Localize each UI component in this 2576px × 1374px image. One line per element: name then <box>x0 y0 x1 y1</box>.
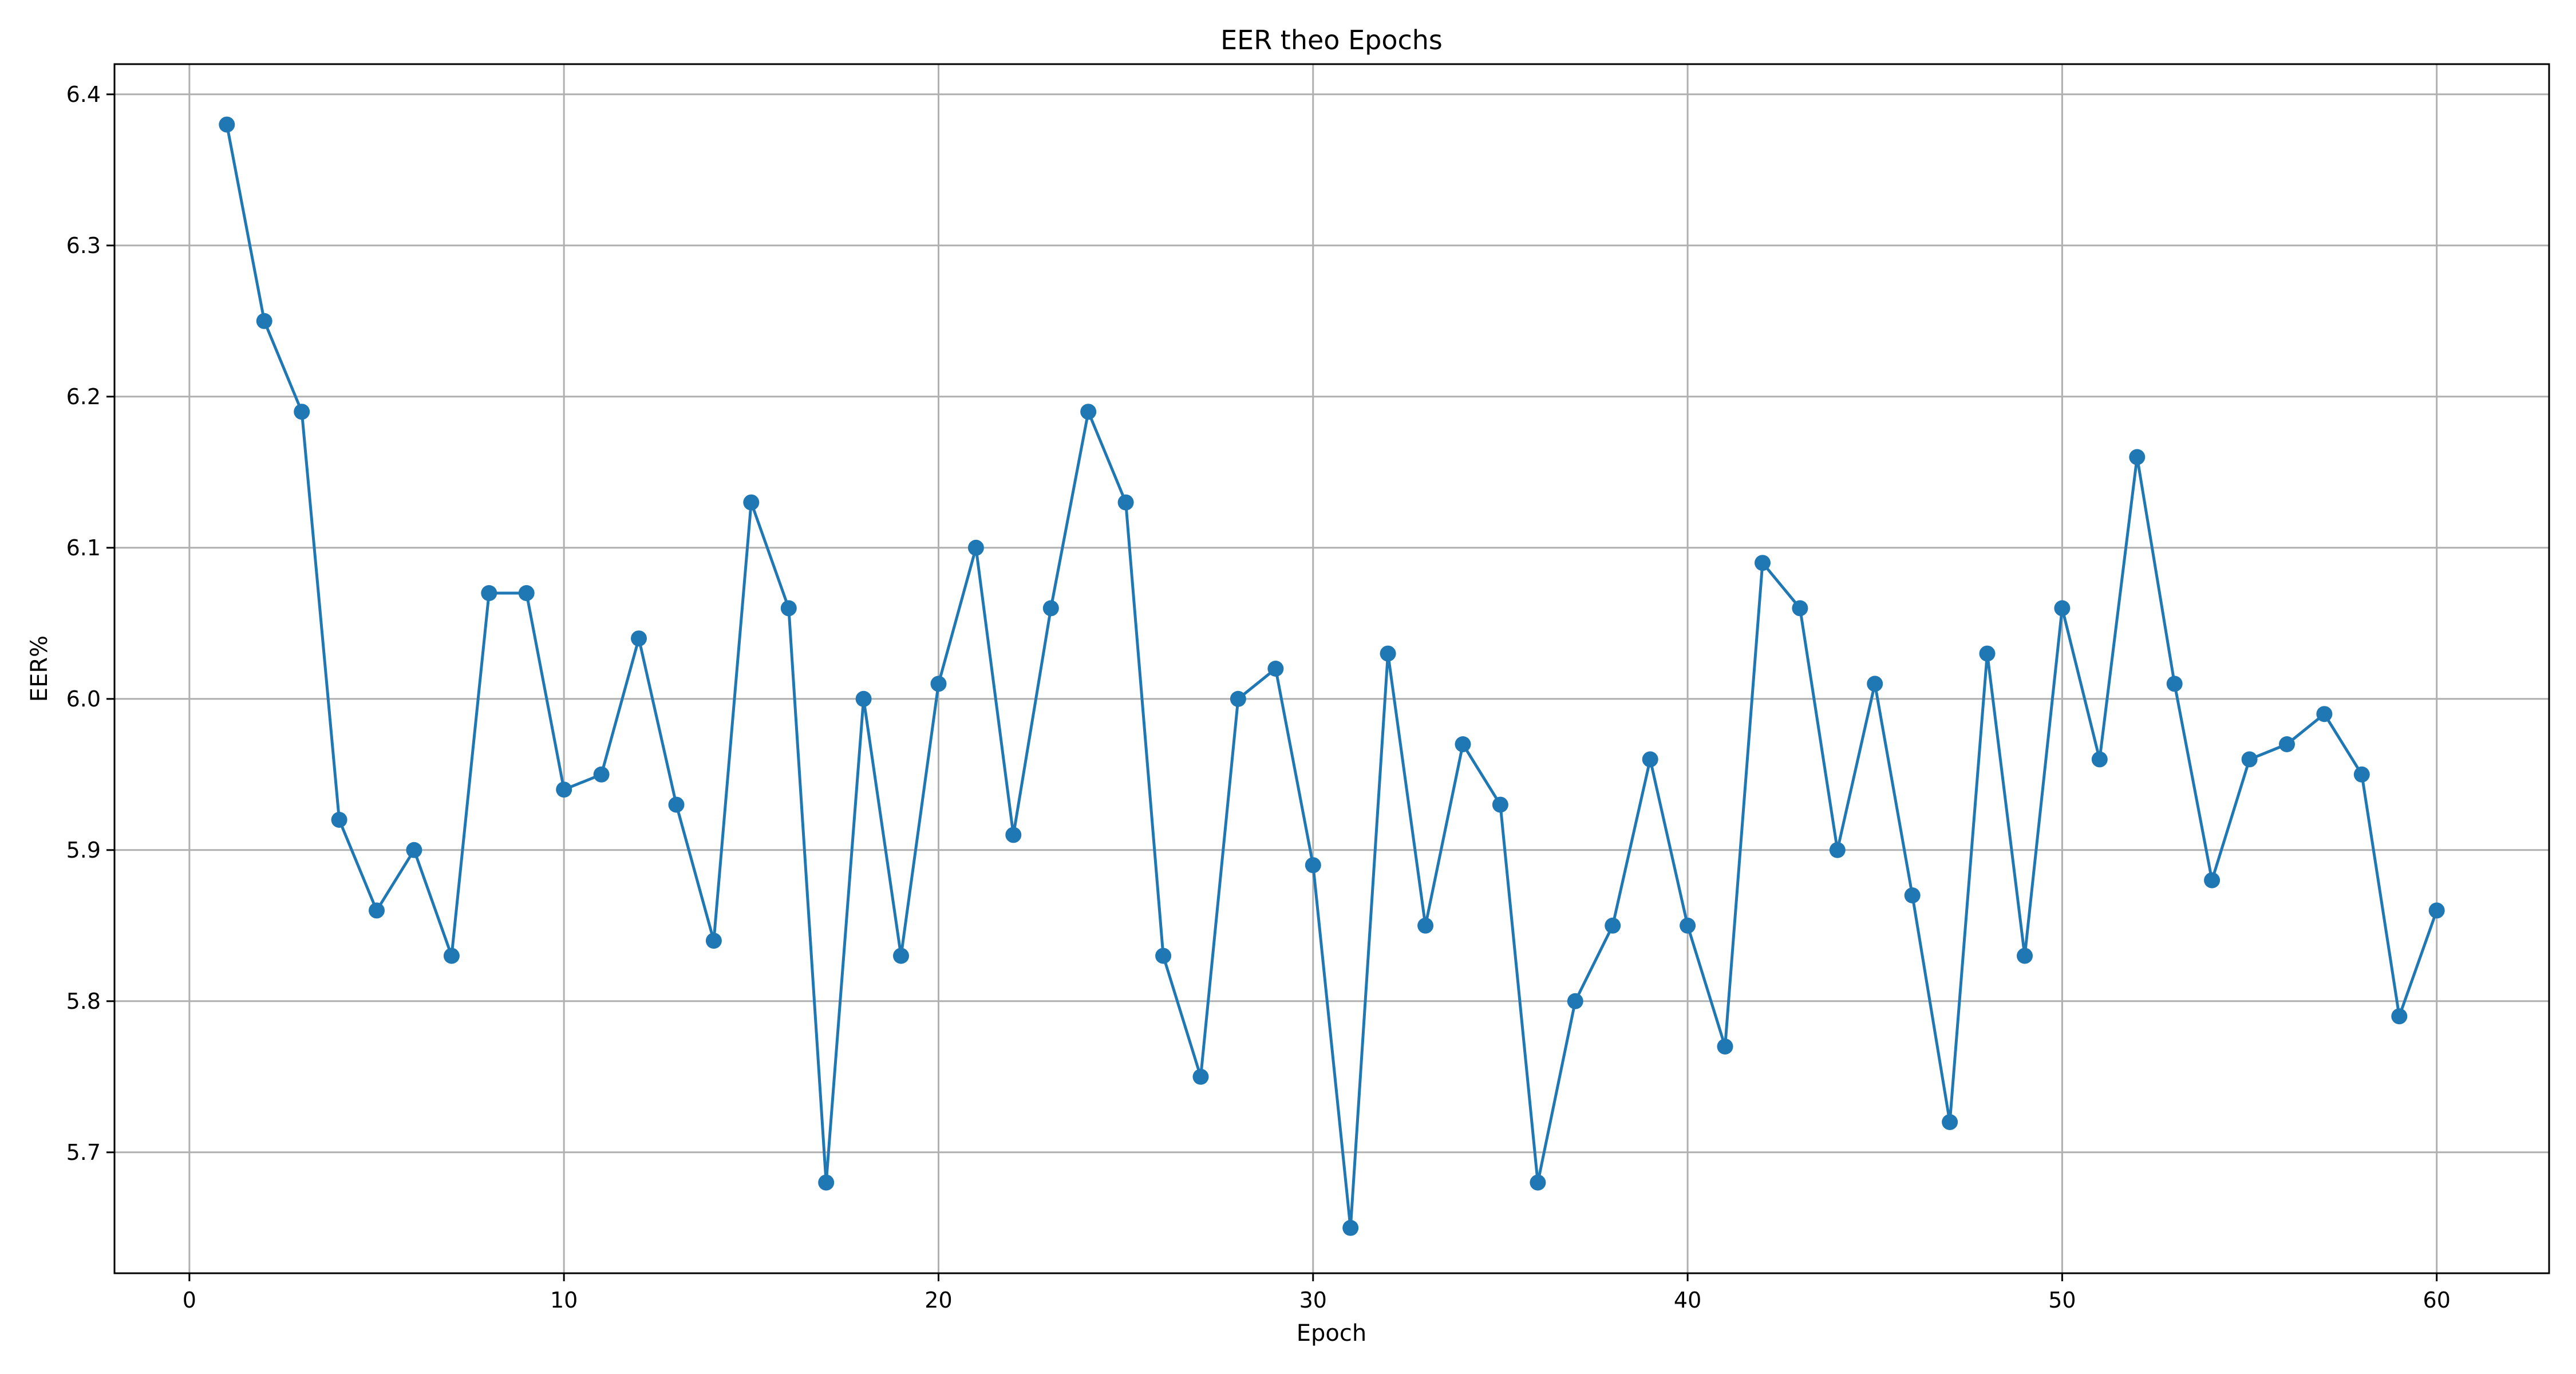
data-point <box>1380 645 1396 662</box>
x-tick-label: 40 <box>1674 1288 1701 1313</box>
plot-frame <box>113 63 2550 1274</box>
data-point <box>1680 917 1696 934</box>
data-point <box>1829 842 1846 858</box>
y-tick-label: 6.4 <box>66 82 101 107</box>
grid-lines <box>114 64 2549 1273</box>
data-point <box>294 404 310 420</box>
data-point <box>518 585 535 601</box>
data-point <box>1080 404 1097 420</box>
series-line <box>225 124 2439 1230</box>
y-tick-label: 6.2 <box>66 384 101 409</box>
data-point <box>1342 1219 1359 1236</box>
data-point <box>1605 917 1621 934</box>
y-tick-label: 6.1 <box>66 535 101 560</box>
data-point <box>2091 751 2108 768</box>
data-point <box>1417 917 1434 934</box>
data-point <box>2204 872 2221 889</box>
data-point <box>2054 600 2071 617</box>
data-point <box>780 600 797 617</box>
data-point <box>1717 1039 1733 1055</box>
data-point <box>893 947 909 964</box>
data-point <box>219 116 235 133</box>
data-point <box>1942 1114 1958 1130</box>
x-tick-label: 10 <box>550 1288 578 1313</box>
data-point <box>930 676 947 692</box>
data-point <box>1979 645 1996 662</box>
data-point <box>1005 827 1022 843</box>
y-tick-label: 5.8 <box>66 989 101 1014</box>
data-point <box>1904 887 1921 903</box>
data-point <box>1117 494 1134 511</box>
data-point <box>2279 736 2295 752</box>
data-point <box>631 630 647 647</box>
data-point <box>1192 1068 1209 1085</box>
data-point <box>1155 947 1172 964</box>
chart-title: EER theo Epochs <box>1220 25 1443 56</box>
data-point <box>705 933 722 949</box>
y-tick-label: 6.3 <box>66 233 101 258</box>
data-point <box>1867 676 1883 692</box>
x-tick-label: 20 <box>924 1288 952 1313</box>
data-point <box>1455 736 1471 752</box>
data-point <box>1567 993 1583 1009</box>
data-point <box>2129 449 2146 465</box>
data-point <box>481 585 497 601</box>
y-tick-label: 5.7 <box>66 1140 101 1165</box>
data-point <box>743 494 760 511</box>
data-point <box>1755 555 1771 571</box>
data-point <box>556 781 572 798</box>
y-axis-label: EER% <box>26 635 53 702</box>
data-point <box>668 796 685 813</box>
data-point <box>1305 857 1321 874</box>
y-tick-label: 5.9 <box>66 838 101 863</box>
data-point <box>818 1174 835 1191</box>
data-point <box>855 690 872 707</box>
data-point <box>1530 1174 1546 1191</box>
data-point <box>2017 947 2033 964</box>
x-tick-label: 60 <box>2423 1288 2451 1313</box>
data-point <box>2166 676 2183 692</box>
data-point <box>2428 902 2445 919</box>
x-axis-label: Epoch <box>1297 1320 1366 1347</box>
data-point <box>967 539 984 556</box>
data-point <box>1042 600 1059 617</box>
y-axis: 5.7 5.8 5.9 6.0 6.1 6.2 6.3 6.4 <box>66 82 114 1165</box>
data-point <box>1267 661 1284 677</box>
x-tick-label: 50 <box>2048 1288 2076 1313</box>
x-tick-label: 0 <box>183 1288 196 1313</box>
data-point <box>443 947 460 964</box>
x-axis: 0 10 20 30 40 50 60 <box>183 1273 2451 1313</box>
data-point <box>2353 766 2370 783</box>
y-tick-label: 6.0 <box>66 686 101 712</box>
data-point <box>1642 751 1658 768</box>
data-point <box>2391 1008 2408 1025</box>
data-point <box>331 812 347 828</box>
data-point <box>256 313 272 329</box>
data-point <box>593 766 610 783</box>
x-tick-label: 30 <box>1299 1288 1327 1313</box>
data-point <box>1792 600 1808 617</box>
data-point <box>369 902 385 919</box>
data-point <box>1492 796 1508 813</box>
data-point <box>2241 751 2258 768</box>
data-point <box>2316 706 2333 722</box>
eer-series <box>219 116 2445 1236</box>
data-point <box>1230 690 1246 707</box>
data-point <box>406 842 422 858</box>
